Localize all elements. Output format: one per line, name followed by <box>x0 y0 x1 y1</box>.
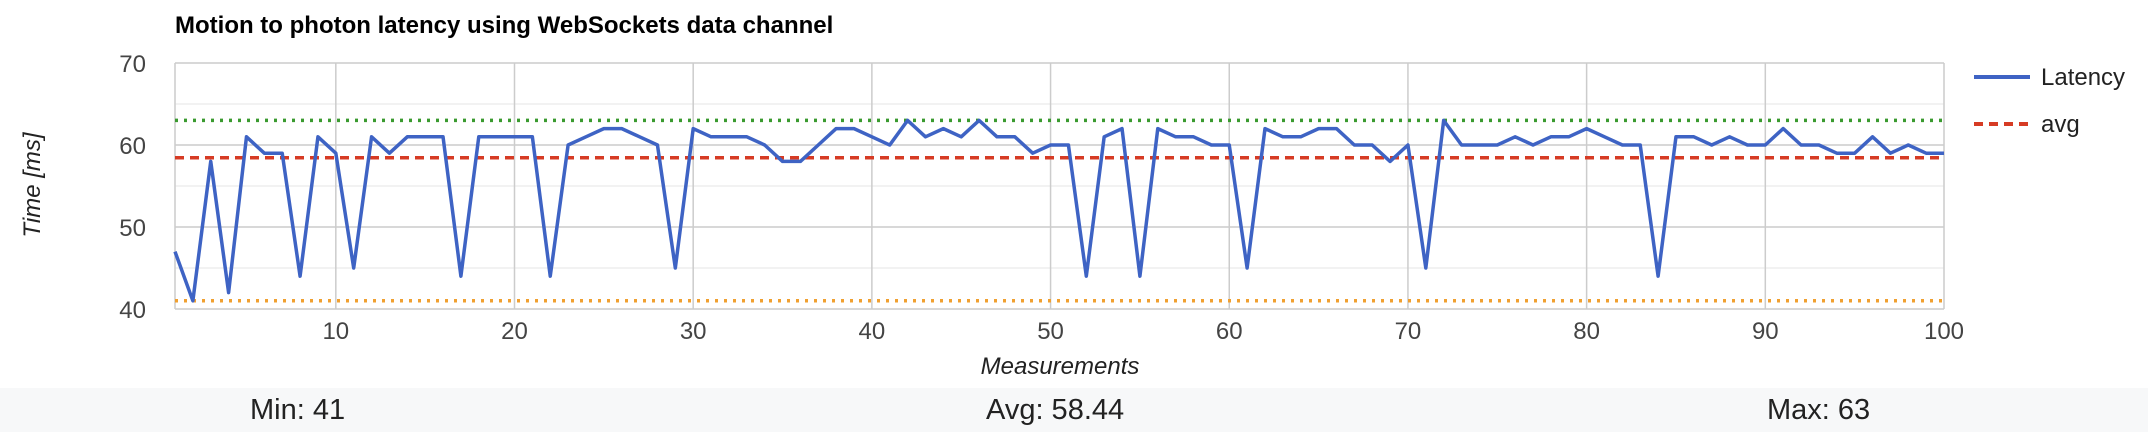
x-tick-label: 80 <box>1573 318 1600 345</box>
x-tick-label: 40 <box>859 318 886 345</box>
stats-bar: Min: 41 Avg: 58.44 Max: 63 <box>0 388 2148 432</box>
x-tick-label: 20 <box>501 318 528 345</box>
x-tick-label: 90 <box>1752 318 1779 345</box>
y-tick-label: 40 <box>119 297 146 324</box>
latency-series-line <box>173 118 1944 303</box>
chart-title: Motion to photon latency using WebSocket… <box>175 12 833 39</box>
y-axis-title: Time [ms] <box>19 131 46 237</box>
y-tick-label: 70 <box>119 51 146 78</box>
min-stat: Min: 41 <box>250 394 346 426</box>
avg-stat: Avg: 58.44 <box>986 394 1125 426</box>
x-tick-label: 30 <box>680 318 707 345</box>
y-tick-label: 50 <box>119 215 146 242</box>
legend: Latency avg <box>1974 64 2125 138</box>
legend-label: avg <box>2041 111 2080 138</box>
tick-labels: 40 50 60 70 10 20 30 40 50 60 70 80 90 100 <box>119 51 1964 345</box>
reference-lines <box>175 118 1944 303</box>
legend-label: Latency <box>2041 64 2125 91</box>
grid <box>174 62 1945 310</box>
x-tick-label: 100 <box>1924 318 1964 345</box>
y-tick-label: 60 <box>119 133 146 160</box>
x-axis-title: Measurements <box>981 353 1140 380</box>
max-stat: Max: 63 <box>1767 394 1871 426</box>
x-tick-label: 50 <box>1037 318 1064 345</box>
x-tick-label: 60 <box>1216 318 1243 345</box>
x-tick-label: 10 <box>322 318 349 345</box>
series <box>173 118 1944 303</box>
x-tick-label: 70 <box>1395 318 1422 345</box>
chart: Motion to photon latency using WebSocket… <box>19 12 2125 380</box>
